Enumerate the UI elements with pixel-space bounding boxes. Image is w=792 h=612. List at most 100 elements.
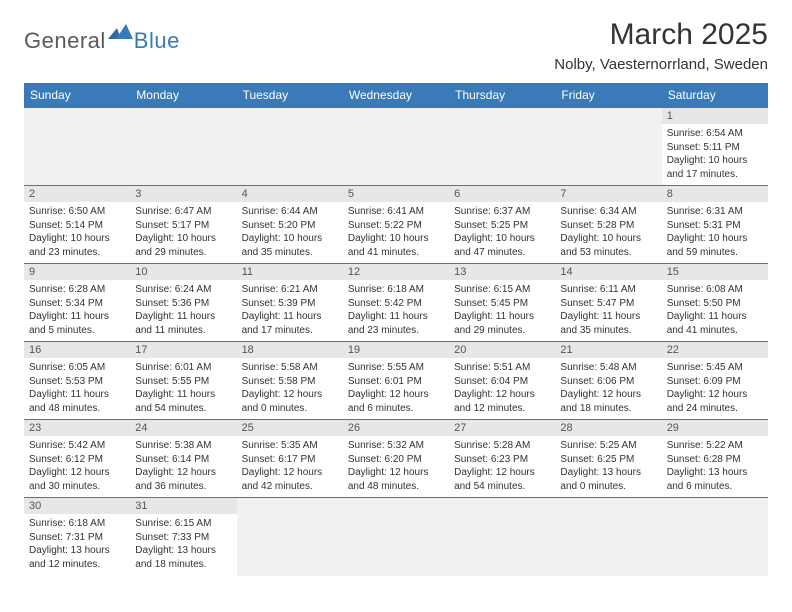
day-details: Sunrise: 6:15 AMSunset: 5:45 PMDaylight:… (449, 280, 555, 341)
daylight-text: Daylight: 11 hours and 29 minutes. (454, 310, 550, 337)
location-label: Nolby, Vaesternorrland, Sweden (554, 56, 768, 73)
daylight-text: Daylight: 10 hours and 47 minutes. (454, 232, 550, 259)
logo-text-blue: Blue (134, 28, 180, 54)
day-number: 13 (449, 264, 555, 280)
calendar-row: 2 Sunrise: 6:50 AMSunset: 5:14 PM Daylight… (24, 186, 768, 264)
sunset-text: Sunset: 6:09 PM (667, 375, 763, 389)
day-number: 21 (555, 342, 661, 358)
daylight-text: Daylight: 13 hours and 6 minutes. (667, 466, 763, 493)
calendar-cell: 28Sunrise: 5:25 AMSunset: 6:25 PMDayligh… (555, 420, 661, 498)
calendar-cell: 19Sunrise: 5:55 AMSunset: 6:01 PMDayligh… (343, 342, 449, 420)
calendar-cell: 17Sunrise: 6:01 AMSunset: 5:55 PMDayligh… (130, 342, 236, 420)
calendar-cell: 6Sunrise: 6:37 AMSunset: 5:25 PMDaylight… (449, 186, 555, 264)
calendar-cell: 20Sunrise: 5:51 AMSunset: 6:04 PMDayligh… (449, 342, 555, 420)
day-header: Tuesday (237, 83, 343, 108)
daylight-text: Daylight: 10 hours and 17 minutes. (667, 154, 763, 181)
sunset-text: Sunset: 6:12 PM (29, 453, 125, 467)
sunset-text: Sunset: 6:06 PM (560, 375, 656, 389)
day-number: 12 (343, 264, 449, 280)
day-details: Sunrise: 5:38 AMSunset: 6:14 PMDaylight:… (130, 436, 236, 497)
sunset-text: Sunset: 6:25 PM (560, 453, 656, 467)
daylight-text: Daylight: 13 hours and 18 minutes. (135, 544, 231, 571)
calendar-body: 1Sunrise: 6:54 AMSunset: 5:11 PMDaylight… (24, 108, 768, 576)
daylight-text: Daylight: 10 hours and 35 minutes. (242, 232, 338, 259)
calendar-cell: 21Sunrise: 5:48 AMSunset: 6:06 PMDayligh… (555, 342, 661, 420)
sunrise-text: Sunrise: 5:22 AM (667, 439, 763, 453)
sunset-text: Sunset: 5:50 PM (667, 297, 763, 311)
sunset-text: Sunset: 5:25 PM (454, 219, 550, 233)
calendar-cell (662, 498, 768, 576)
daylight-text: Daylight: 11 hours and 54 minutes. (135, 388, 231, 415)
calendar-cell: 29Sunrise: 5:22 AMSunset: 6:28 PMDayligh… (662, 420, 768, 498)
sunrise-text: Sunrise: 5:32 AM (348, 439, 444, 453)
day-number: 11 (237, 264, 343, 280)
sunrise-text: Sunrise: 6:50 AM (29, 205, 125, 219)
sunrise-text: Sunrise: 6:01 AM (135, 361, 231, 375)
daylight-text: Daylight: 11 hours and 48 minutes. (29, 388, 125, 415)
calendar-cell (449, 498, 555, 576)
daylight-text: Daylight: 12 hours and 36 minutes. (135, 466, 231, 493)
day-number: 8 (662, 186, 768, 202)
calendar-row: 16Sunrise: 6:05 AMSunset: 5:53 PMDayligh… (24, 342, 768, 420)
sunset-text: Sunset: 6:04 PM (454, 375, 550, 389)
day-details: Sunrise: 6:34 AMSunset: 5:28 PMDaylight:… (555, 202, 661, 263)
day-number: 18 (237, 342, 343, 358)
daylight-text: Daylight: 10 hours and 59 minutes. (667, 232, 763, 259)
daylight-text: Daylight: 12 hours and 18 minutes. (560, 388, 656, 415)
sunset-text: Sunset: 5:55 PM (135, 375, 231, 389)
sunrise-text: Sunrise: 6:21 AM (242, 283, 338, 297)
sunset-text: Sunset: 5:14 PM (29, 219, 125, 233)
daylight-text: Daylight: 12 hours and 0 minutes. (242, 388, 338, 415)
daylight-text: Daylight: 12 hours and 48 minutes. (348, 466, 444, 493)
day-details: Sunrise: 6:11 AMSunset: 5:47 PMDaylight:… (555, 280, 661, 341)
day-number: 25 (237, 420, 343, 436)
day-number: 31 (130, 498, 236, 514)
day-header: Sunday (24, 83, 130, 108)
day-details: Sunrise: 6:05 AMSunset: 5:53 PMDaylight:… (24, 358, 130, 419)
day-details: Sunrise: 5:45 AMSunset: 6:09 PMDaylight:… (662, 358, 768, 419)
day-number: 24 (130, 420, 236, 436)
day-number: 28 (555, 420, 661, 436)
daylight-text: Daylight: 12 hours and 30 minutes. (29, 466, 125, 493)
daylight-text: Daylight: 12 hours and 24 minutes. (667, 388, 763, 415)
sunrise-text: Sunrise: 6:18 AM (348, 283, 444, 297)
daylight-text: Daylight: 11 hours and 35 minutes. (560, 310, 656, 337)
daylight-text: Daylight: 11 hours and 5 minutes. (29, 310, 125, 337)
day-header: Wednesday (343, 83, 449, 108)
daylight-text: Daylight: 11 hours and 11 minutes. (135, 310, 231, 337)
day-number: 4 (237, 186, 343, 202)
day-details: Sunrise: 6:18 AMSunset: 5:42 PMDaylight:… (343, 280, 449, 341)
calendar-cell: 24Sunrise: 5:38 AMSunset: 6:14 PMDayligh… (130, 420, 236, 498)
day-number: 2 (24, 186, 130, 202)
day-number: 15 (662, 264, 768, 280)
day-details: Sunrise: 6:18 AMSunset: 7:31 PMDaylight:… (24, 514, 130, 575)
day-details: Sunrise: 5:51 AMSunset: 6:04 PMDaylight:… (449, 358, 555, 419)
calendar-cell: 9Sunrise: 6:28 AMSunset: 5:34 PMDaylight… (24, 264, 130, 342)
day-details: Sunrise: 6:24 AMSunset: 5:36 PMDaylight:… (130, 280, 236, 341)
day-number: 19 (343, 342, 449, 358)
day-details: Sunrise: 6:54 AMSunset: 5:11 PMDaylight:… (662, 124, 768, 185)
sunrise-text: Sunrise: 6:11 AM (560, 283, 656, 297)
calendar-cell: 23Sunrise: 5:42 AMSunset: 6:12 PMDayligh… (24, 420, 130, 498)
day-details: Sunrise: 6:15 AMSunset: 7:33 PMDaylight:… (130, 514, 236, 575)
calendar-cell (555, 108, 661, 186)
day-header: Monday (130, 83, 236, 108)
daylight-text: Daylight: 13 hours and 0 minutes. (560, 466, 656, 493)
sunrise-text: Sunrise: 6:28 AM (29, 283, 125, 297)
day-number: 3 (130, 186, 236, 202)
day-details: Sunrise: 6:37 AMSunset: 5:25 PMDaylight:… (449, 202, 555, 263)
day-number: 7 (555, 186, 661, 202)
sunset-text: Sunset: 5:20 PM (242, 219, 338, 233)
day-details: Sunrise: 6:08 AMSunset: 5:50 PMDaylight:… (662, 280, 768, 341)
day-number: 29 (662, 420, 768, 436)
sunrise-text: Sunrise: 5:42 AM (29, 439, 125, 453)
sunrise-text: Sunrise: 5:58 AM (242, 361, 338, 375)
calendar-cell: 11Sunrise: 6:21 AMSunset: 5:39 PMDayligh… (237, 264, 343, 342)
sunrise-text: Sunrise: 6:41 AM (348, 205, 444, 219)
sunrise-text: Sunrise: 6:37 AM (454, 205, 550, 219)
calendar-row: 9Sunrise: 6:28 AMSunset: 5:34 PMDaylight… (24, 264, 768, 342)
day-details: Sunrise: 5:32 AMSunset: 6:20 PMDaylight:… (343, 436, 449, 497)
page-title: March 2025 (554, 18, 768, 52)
sunset-text: Sunset: 7:33 PM (135, 531, 231, 545)
calendar-cell: 30Sunrise: 6:18 AMSunset: 7:31 PMDayligh… (24, 498, 130, 576)
